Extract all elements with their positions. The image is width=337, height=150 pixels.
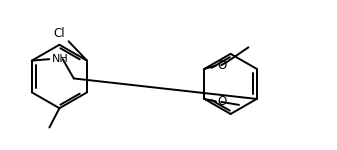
Text: O: O <box>217 59 226 72</box>
Text: O: O <box>217 95 226 108</box>
Text: Cl: Cl <box>53 27 65 40</box>
Text: NH: NH <box>52 54 69 64</box>
